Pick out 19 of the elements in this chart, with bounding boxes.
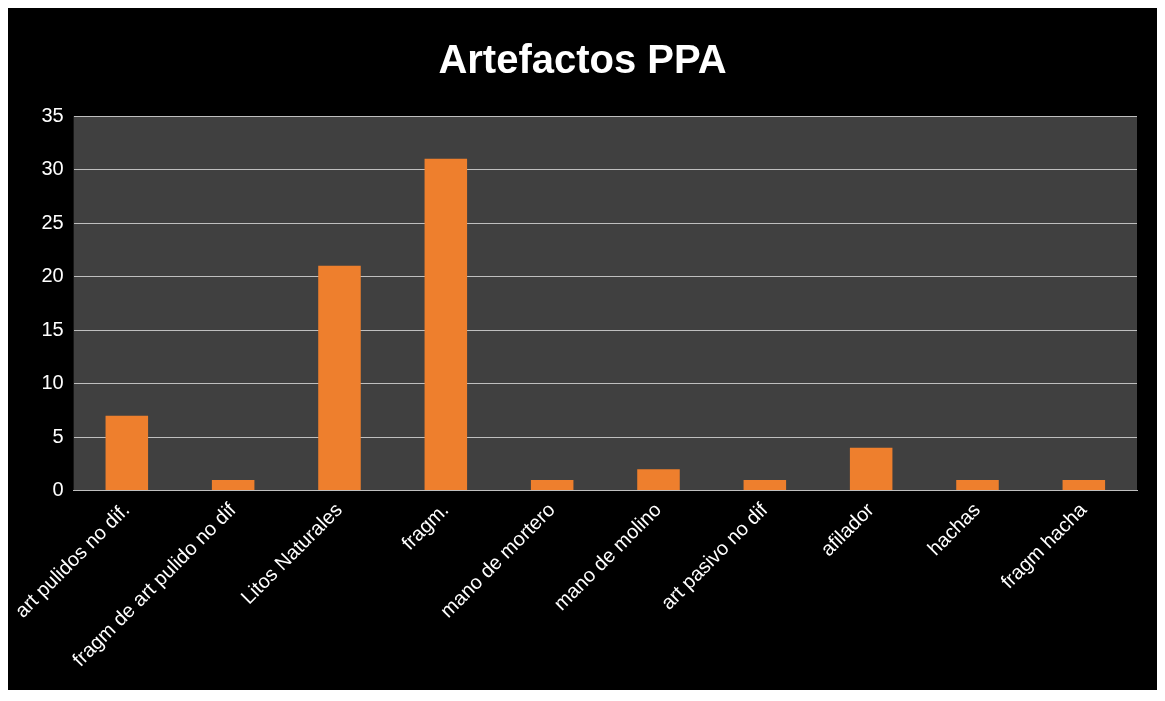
bar [956,479,999,491]
y-tick-label: 20 [41,264,64,287]
bar [530,479,574,491]
bar [424,158,468,491]
y-tick-label: 30 [41,157,64,180]
bar [1062,479,1106,491]
y-tick-label: 15 [41,317,64,340]
bar [743,479,787,491]
bar [105,415,149,491]
y-tick-label: 5 [52,424,64,447]
y-tick-label: 25 [41,210,64,233]
y-tick-label: 0 [52,478,64,501]
y-tick-label: 35 [41,103,64,126]
bar [211,479,255,491]
bar [637,469,680,491]
chart-title: Artefactos PPA [438,37,727,82]
bar [849,447,893,491]
bar [318,265,361,491]
y-tick-label: 10 [41,371,64,394]
